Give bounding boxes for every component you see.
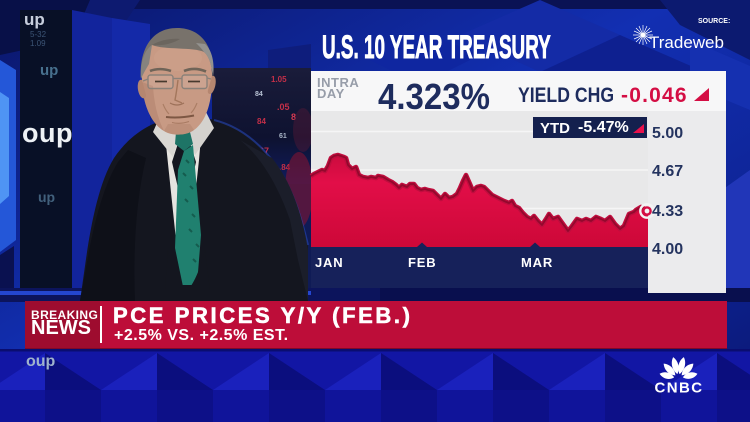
svg-text:61: 61 xyxy=(279,133,287,140)
svg-text:.84: .84 xyxy=(279,163,291,172)
svg-text:JAN: JAN xyxy=(315,255,343,270)
svg-text:8: 8 xyxy=(291,112,296,122)
svg-text:84: 84 xyxy=(257,117,266,126)
svg-text:MAR: MAR xyxy=(521,255,553,270)
svg-text:84: 84 xyxy=(255,91,263,98)
svg-text:.05: .05 xyxy=(277,102,290,112)
svg-text:CNBC: CNBC xyxy=(655,380,704,397)
svg-text:1.05: 1.05 xyxy=(271,75,287,84)
svg-text:FEB: FEB xyxy=(408,255,436,270)
